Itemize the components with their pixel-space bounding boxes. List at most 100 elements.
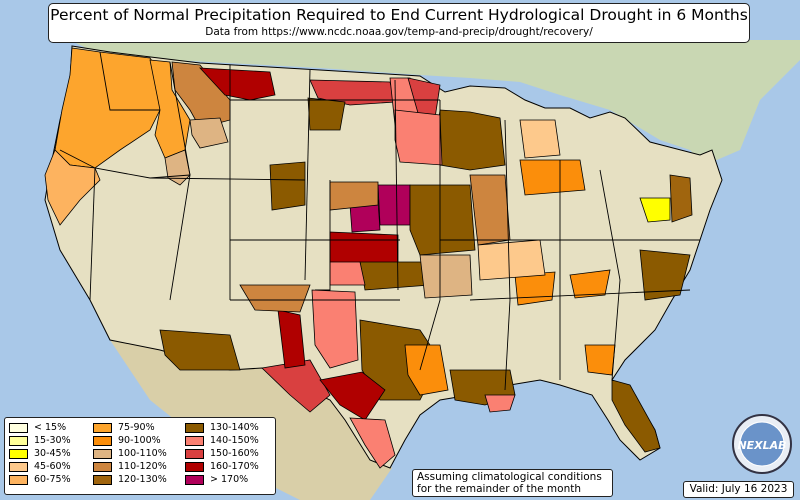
legend-item: 120-130% [93, 474, 167, 486]
legend-label: 30-45% [34, 448, 71, 459]
region-four-corners [239, 284, 311, 313]
region-texas-panhandle [311, 289, 359, 369]
map-legend: < 15% 15-30% 30-45% 45-60% 60-75% 75-90% 90-10… [4, 417, 276, 495]
region-iowa-pink [394, 109, 443, 166]
legend-label: 100-110% [118, 448, 167, 459]
legend-item: 110-120% [93, 461, 167, 473]
valid-date: Valid: July 16 2023 [683, 481, 794, 498]
legend-swatch [93, 422, 112, 433]
legend-swatch [185, 448, 204, 459]
state-borders [59, 51, 700, 391]
region-montana-sw [189, 117, 229, 149]
legend-swatch [185, 461, 204, 472]
region-missouri [409, 184, 476, 256]
region-iowa-south [377, 184, 411, 226]
border-southeast-latitude [469, 289, 691, 301]
region-colorado [269, 161, 306, 211]
legend-swatch [93, 474, 112, 485]
legend-item: 150-160% [185, 448, 259, 460]
border-nevada [89, 167, 96, 301]
region-mid-atlantic [639, 197, 671, 223]
legend-label: 130-140% [210, 422, 259, 433]
canada-landmass [70, 40, 800, 165]
border-northwest [99, 51, 160, 111]
region-nebraska-west [329, 181, 379, 211]
region-oklahoma [359, 261, 431, 291]
legend-item: 100-110% [93, 448, 167, 460]
legend-label: 110-120% [118, 461, 167, 472]
legend-label: 150-160% [210, 448, 259, 459]
region-texas-south [319, 371, 386, 421]
legend-label: > 170% [210, 474, 249, 485]
legend-label: 45-60% [34, 461, 71, 472]
region-new-mexico [277, 309, 306, 369]
legend-item: 15-30% [9, 435, 71, 447]
region-oklahoma-pink [329, 261, 366, 286]
border-midwest [419, 100, 441, 371]
logo-globe [739, 421, 785, 467]
region-carolinas [639, 249, 691, 301]
legend-item: 140-150% [185, 435, 259, 447]
legend-item: 45-60% [9, 461, 71, 473]
border-west [59, 149, 191, 179]
title-box: Percent of Normal Precipitation Required… [48, 3, 750, 43]
border-atlantic [599, 169, 621, 381]
region-texas-coast [349, 417, 396, 469]
legend-label: < 15% [34, 422, 67, 433]
region-kentucky [569, 269, 611, 299]
region-mississippi [484, 394, 516, 413]
legend-label: 75-90% [118, 422, 155, 433]
legend-label: 15-30% [34, 435, 71, 446]
data-source: Data from https://www.ncdc.noaa.gov/temp… [205, 26, 593, 38]
region-texas-east [404, 344, 449, 396]
border-rockies [169, 61, 191, 301]
region-arkansas [419, 254, 473, 299]
page-title: Percent of Normal Precipitation Required… [50, 6, 748, 24]
legend-swatch [93, 448, 112, 459]
region-michigan [519, 119, 561, 159]
legend-swatch [9, 422, 28, 433]
border-west-latitude [149, 177, 306, 181]
logo-text: NEXLAB [737, 439, 786, 452]
legend-label: 60-75% [34, 474, 71, 485]
legend-swatch [185, 435, 204, 446]
legend-swatch [185, 474, 204, 485]
legend-item: 130-140% [185, 422, 259, 434]
legend-label: 160-170% [210, 461, 259, 472]
border-upper-midwest [394, 79, 399, 291]
nexlab-logo: NEXLAB [732, 414, 792, 474]
legend-item: 60-75% [9, 474, 71, 486]
legend-item: 160-170% [185, 461, 259, 473]
region-oregon-coast [44, 149, 101, 226]
legend-label: 90-100% [118, 435, 161, 446]
region-south-dakota-brown [307, 97, 346, 131]
border-plains-central [315, 180, 331, 291]
border-plains-north [304, 69, 311, 281]
legend-swatch [185, 422, 204, 433]
region-wisconsin [435, 109, 506, 171]
legend-swatch [93, 461, 112, 472]
legend-swatch [9, 474, 28, 485]
legend-label: 120-130% [118, 474, 167, 485]
region-florida [611, 379, 661, 453]
legend-swatch [93, 435, 112, 446]
region-north-dakota [309, 79, 396, 106]
region-virginia [669, 174, 693, 223]
legend-label: 140-150% [210, 435, 259, 446]
region-arizona-brown [159, 329, 241, 371]
legend-item: 75-90% [93, 422, 155, 434]
legend-swatch [9, 448, 28, 459]
legend-swatch [9, 461, 28, 472]
region-georgia [584, 344, 616, 376]
legend-swatch [9, 435, 28, 446]
border-ohio-valley [504, 119, 511, 391]
region-ohio [519, 159, 586, 196]
legend-item: 30-45% [9, 448, 71, 460]
assumption-note: Assuming climatological conditions for t… [412, 469, 613, 497]
region-kansas [329, 231, 399, 266]
region-montana-north [199, 67, 276, 101]
legend-item: < 15% [9, 422, 66, 434]
legend-item: > 170% [185, 474, 248, 486]
